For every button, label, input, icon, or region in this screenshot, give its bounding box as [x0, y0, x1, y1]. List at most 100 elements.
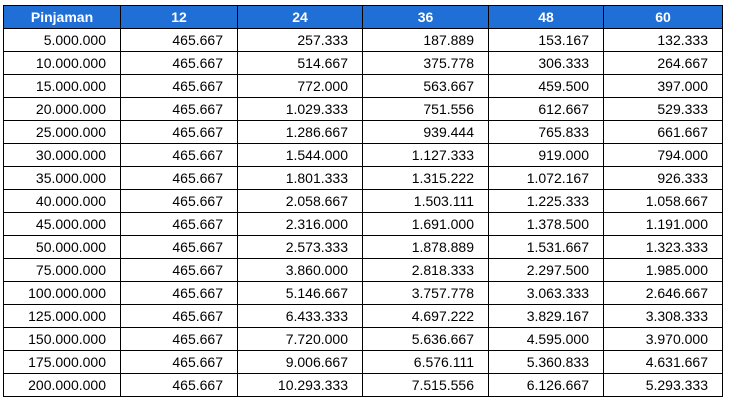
installment-cell: 465.667	[120, 166, 238, 190]
installment-cell: 397.000	[603, 74, 723, 98]
installment-cell: 465.667	[120, 120, 238, 144]
loan-amount-cell: 30.000.000	[3, 143, 121, 167]
installment-cell: 5.146.667	[237, 281, 363, 305]
installment-cell: 465.667	[120, 258, 238, 282]
installment-cell: 2.058.667	[237, 189, 363, 213]
installment-cell: 1.286.667	[237, 120, 363, 144]
installment-cell: 306.333	[488, 51, 604, 75]
loan-amount-cell: 150.000.000	[3, 327, 121, 351]
header-cell: 36	[362, 5, 489, 29]
installment-cell: 1.058.667	[603, 189, 723, 213]
installment-cell: 4.595.000	[488, 327, 604, 351]
loan-amount-cell: 50.000.000	[3, 235, 121, 259]
installment-cell: 465.667	[120, 281, 238, 305]
table-row: 40.000.000 465.667 2.058.667 1.503.111 1.225…	[3, 189, 723, 213]
installment-cell: 465.667	[120, 350, 238, 374]
installment-cell: 153.167	[488, 28, 604, 52]
installment-cell: 2.297.500	[488, 258, 604, 282]
table-body: 5.000.000 465.667 257.333 187.889 153.167 132…	[3, 28, 723, 397]
loan-amount-cell: 40.000.000	[3, 189, 121, 213]
loan-amount-cell: 20.000.000	[3, 97, 121, 121]
installment-cell: 926.333	[603, 166, 723, 190]
installment-cell: 3.063.333	[488, 281, 604, 305]
installment-cell: 1.225.333	[488, 189, 604, 213]
installment-cell: 1.691.000	[362, 212, 489, 236]
table-row: 10.000.000 465.667 514.667 375.778 306.333 26…	[3, 51, 723, 75]
installment-cell: 465.667	[120, 212, 238, 236]
installment-cell: 939.444	[362, 120, 489, 144]
installment-cell: 10.293.333	[237, 373, 363, 397]
installment-cell: 3.757.778	[362, 281, 489, 305]
loan-amount-cell: 5.000.000	[3, 28, 121, 52]
table-row: 200.000.000 465.667 10.293.333 7.515.556 6.1…	[3, 373, 723, 397]
installment-cell: 465.667	[120, 189, 238, 213]
installment-cell: 1.127.333	[362, 143, 489, 167]
installment-cell: 4.631.667	[603, 350, 723, 374]
installment-cell: 1.503.111	[362, 189, 489, 213]
installment-cell: 3.970.000	[603, 327, 723, 351]
installment-cell: 4.697.222	[362, 304, 489, 328]
table-row: 30.000.000 465.667 1.544.000 1.127.333 919.0…	[3, 143, 723, 167]
installment-cell: 2.316.000	[237, 212, 363, 236]
table-row: 20.000.000 465.667 1.029.333 751.556 612.667…	[3, 97, 723, 121]
table-row: 25.000.000 465.667 1.286.667 939.444 765.833…	[3, 120, 723, 144]
installment-cell: 2.646.667	[603, 281, 723, 305]
installment-cell: 132.333	[603, 28, 723, 52]
table-row: 5.000.000 465.667 257.333 187.889 153.167 132…	[3, 28, 723, 52]
header-cell: 48	[488, 5, 604, 29]
installment-cell: 563.667	[362, 74, 489, 98]
table-row: 75.000.000 465.667 3.860.000 2.818.333 2.297…	[3, 258, 723, 282]
table-row: 50.000.000 465.667 2.573.333 1.878.889 1.531…	[3, 235, 723, 259]
header-row: Pinjaman 12 24 36 48 60	[3, 5, 723, 29]
installment-cell: 2.573.333	[237, 235, 363, 259]
loan-amount-cell: 45.000.000	[3, 212, 121, 236]
installment-cell: 465.667	[120, 373, 238, 397]
loan-amount-cell: 25.000.000	[3, 120, 121, 144]
installment-cell: 5.636.667	[362, 327, 489, 351]
installment-cell: 1.544.000	[237, 143, 363, 167]
installment-cell: 6.126.667	[488, 373, 604, 397]
loan-table: Pinjaman 12 24 36 48 60 5.000.000 465.667 257.3…	[3, 5, 723, 397]
installment-cell: 1.072.167	[488, 166, 604, 190]
loan-amount-cell: 200.000.000	[3, 373, 121, 397]
table-row: 150.000.000 465.667 7.720.000 5.636.667 4.59…	[3, 327, 723, 351]
installment-cell: 514.667	[237, 51, 363, 75]
table-row: 100.000.000 465.667 5.146.667 3.757.778 3.06…	[3, 281, 723, 305]
table-row: 15.000.000 465.667 772.000 563.667 459.500 39…	[3, 74, 723, 98]
header-cell: 12	[120, 5, 238, 29]
installment-cell: 257.333	[237, 28, 363, 52]
installment-cell: 1.801.333	[237, 166, 363, 190]
installment-cell: 529.333	[603, 97, 723, 121]
installment-cell: 5.293.333	[603, 373, 723, 397]
table-row: 35.000.000 465.667 1.801.333 1.315.222 1.072…	[3, 166, 723, 190]
loan-amount-cell: 35.000.000	[3, 166, 121, 190]
installment-cell: 465.667	[120, 327, 238, 351]
header-cell: 60	[603, 5, 723, 29]
table-row: 175.000.000 465.667 9.006.667 6.576.111 5.36…	[3, 350, 723, 374]
installment-cell: 3.308.333	[603, 304, 723, 328]
installment-cell: 465.667	[120, 304, 238, 328]
installment-cell: 6.433.333	[237, 304, 363, 328]
installment-cell: 772.000	[237, 74, 363, 98]
installment-cell: 7.515.556	[362, 373, 489, 397]
installment-cell: 465.667	[120, 97, 238, 121]
installment-cell: 2.818.333	[362, 258, 489, 282]
installment-cell: 1.191.000	[603, 212, 723, 236]
installment-cell: 7.720.000	[237, 327, 363, 351]
installment-cell: 1.985.000	[603, 258, 723, 282]
loan-amount-cell: 100.000.000	[3, 281, 121, 305]
table-row: 125.000.000 465.667 6.433.333 4.697.222 3.82…	[3, 304, 723, 328]
installment-cell: 5.360.833	[488, 350, 604, 374]
loan-amount-cell: 75.000.000	[3, 258, 121, 282]
installment-cell: 751.556	[362, 97, 489, 121]
loan-amount-cell: 15.000.000	[3, 74, 121, 98]
installment-cell: 661.667	[603, 120, 723, 144]
installment-cell: 3.860.000	[237, 258, 363, 282]
loan-amount-cell: 10.000.000	[3, 51, 121, 75]
installment-cell: 9.006.667	[237, 350, 363, 374]
installment-cell: 1.323.333	[603, 235, 723, 259]
installment-cell: 612.667	[488, 97, 604, 121]
installment-cell: 1.029.333	[237, 97, 363, 121]
installment-cell: 765.833	[488, 120, 604, 144]
installment-cell: 375.778	[362, 51, 489, 75]
